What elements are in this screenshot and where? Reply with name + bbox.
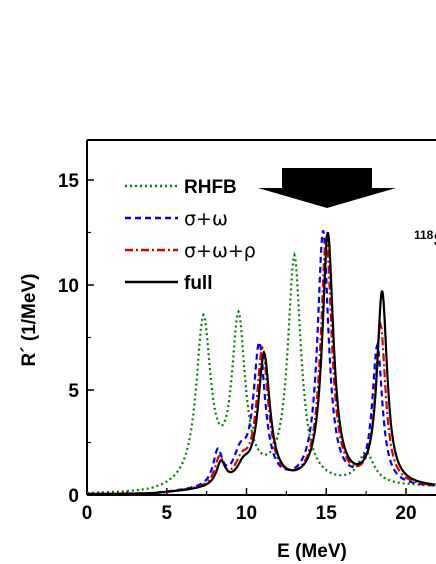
y-tick-label: 0 (68, 486, 79, 507)
legend-label: RHFB (184, 177, 237, 198)
nucleus-symbol: S (433, 230, 436, 251)
x-tick-label: 10 (236, 503, 257, 524)
legend: RHFB σ+ω σ+ω+ρ full (125, 177, 256, 294)
y-tick-label: 15 (58, 171, 80, 192)
y-tick-label: 10 (58, 276, 79, 297)
x-tick-label: 20 (395, 503, 416, 524)
nucleus-label: 118S (414, 228, 436, 251)
legend-label: full (184, 273, 213, 294)
plot-area (86, 139, 436, 496)
x-tick-label: 0 (82, 503, 93, 524)
x-axis-title: E (MeV) (277, 541, 347, 562)
x-tick-label: 15 (316, 503, 338, 524)
legend-label: σ+ω+ρ (184, 240, 256, 262)
series-line (87, 251, 436, 494)
down-arrow-icon (258, 168, 396, 208)
x-tick-label: 5 (161, 503, 172, 524)
y-axis-title: R´ (1/MeV) (19, 274, 40, 367)
axis-ticks: 0 5 10 15 20 0 5 10 15 (58, 171, 417, 524)
series-layer (87, 230, 436, 496)
y-tick-label: 5 (68, 381, 79, 402)
legend-label: σ+ω (184, 208, 228, 230)
series-line (87, 231, 436, 496)
nucleus-mass-number: 118 (414, 228, 434, 242)
